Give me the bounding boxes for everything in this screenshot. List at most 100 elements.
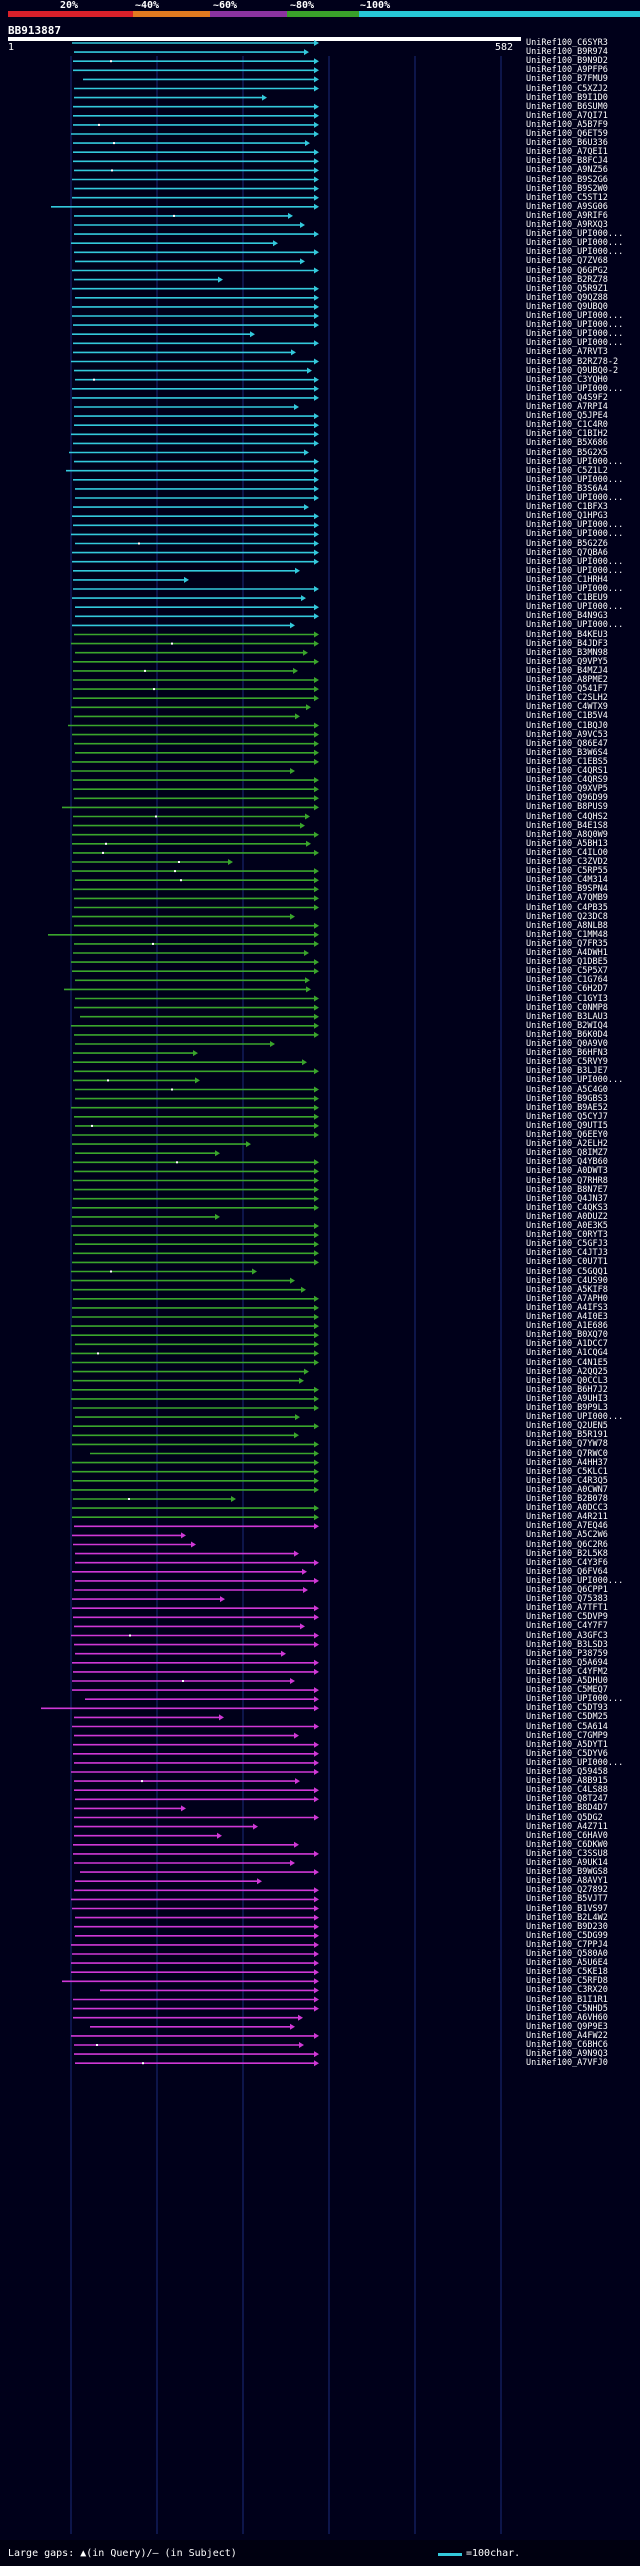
hit-label[interactable]: UniRef100_Q6GPG2 — [526, 265, 608, 276]
hit-label[interactable]: UniRef100_Q96D99 — [526, 793, 608, 804]
hit-label[interactable]: UniRef100_B1I1R1 — [526, 1994, 608, 2005]
hit-label[interactable]: UniRef100_C1HRH4 — [526, 574, 608, 585]
hit-label[interactable]: UniRef100_C5RP55 — [526, 866, 608, 877]
hit-label[interactable]: UniRef100_Q8IMZ7 — [526, 1148, 608, 1159]
hit-label[interactable]: UniRef100_B4E1S8 — [526, 820, 608, 831]
hit-label[interactable]: UniRef100_C5ST12 — [526, 192, 608, 203]
hit-label[interactable]: UniRef100_C5GFJ3 — [526, 1239, 608, 1250]
hit-label[interactable]: UniRef100_B2RZ78-2 — [526, 356, 619, 367]
hit-label[interactable]: UniRef100_B8FCJ4 — [526, 156, 608, 167]
hit-label[interactable]: UniRef100_UPI000... — [526, 602, 624, 613]
hit-label[interactable]: UniRef100_B4KEU3 — [526, 629, 608, 640]
hit-label[interactable]: UniRef100_A6VH60 — [526, 2012, 608, 2023]
hit-label[interactable]: UniRef100_C4QKS3 — [526, 1202, 608, 1213]
hit-label[interactable]: UniRef100_A9UK14 — [526, 1858, 608, 1868]
hit-label[interactable]: UniRef100_C1G764 — [526, 975, 608, 986]
hit-label[interactable]: UniRef100_Q9UTI5 — [526, 1120, 608, 1131]
hit-label[interactable]: UniRef100_A4IFS3 — [526, 1302, 608, 1313]
hit-label[interactable]: UniRef100_Q86E47 — [526, 738, 608, 749]
hit-label[interactable]: UniRef100_C3SSU8 — [526, 1848, 608, 1859]
hit-label[interactable]: UniRef100_Q5CYJ7 — [526, 1111, 608, 1122]
hit-label[interactable]: UniRef100_UPI000... — [526, 620, 624, 631]
hit-label[interactable]: UniRef100_Q23DC8 — [526, 911, 608, 922]
hit-label[interactable]: UniRef100_Q6EEY0 — [526, 1130, 608, 1140]
hit-label[interactable]: UniRef100_C5A614 — [526, 1721, 608, 1732]
hit-label[interactable]: UniRef100_C4US90 — [526, 1275, 608, 1286]
hit-label[interactable]: UniRef100_Q7QBA6 — [526, 547, 608, 558]
hit-label[interactable]: UniRef100_C5DM25 — [526, 1712, 608, 1723]
hit-label[interactable]: UniRef100_UPI000... — [526, 493, 624, 503]
hit-label[interactable]: UniRef100_Q9UBQ0 — [526, 301, 608, 312]
hit-label[interactable]: UniRef100_C5XZJ2 — [526, 83, 608, 94]
hit-label[interactable]: UniRef100_A5BH13 — [526, 838, 608, 849]
hit-label[interactable]: UniRef100_C1BQJ0 — [526, 720, 608, 731]
hit-label[interactable]: UniRef100_C1GYI3 — [526, 993, 608, 1004]
hit-label[interactable]: UniRef100_Q4YB60 — [526, 1157, 608, 1168]
hit-label[interactable]: UniRef100_B9SPN4 — [526, 884, 608, 895]
hit-label[interactable]: UniRef100_A8NLB8 — [526, 920, 608, 931]
hit-label[interactable]: UniRef100_A7VFJ0 — [526, 2058, 608, 2069]
hit-label[interactable]: UniRef100_B4MZJ4 — [526, 665, 608, 676]
hit-label[interactable]: UniRef100_B6H7J2 — [526, 1384, 608, 1395]
hit-label[interactable]: UniRef100_B2B078 — [526, 1494, 608, 1504]
hit-label[interactable]: UniRef100_C4ILO0 — [526, 847, 608, 858]
hit-label[interactable]: UniRef100_C4N1E5 — [526, 1357, 608, 1368]
hit-label[interactable]: UniRef100_C4R3Q5 — [526, 1475, 608, 1486]
hit-label[interactable]: UniRef100_B9GBS3 — [526, 1093, 608, 1104]
hit-label[interactable]: UniRef100_Q5DG2 — [526, 1812, 603, 1823]
hit-label[interactable]: UniRef100_C1EBS5 — [526, 756, 608, 767]
hit-label[interactable]: UniRef100_A7RVT3 — [526, 347, 608, 358]
hit-label[interactable]: UniRef100_UPI000... — [526, 338, 624, 349]
hit-label[interactable]: UniRef100_A5C4G0 — [526, 1084, 608, 1095]
hit-label[interactable]: UniRef100_C0RYT3 — [526, 1230, 608, 1241]
hit-label[interactable]: UniRef100_C4QRS9 — [526, 775, 608, 786]
hit-label[interactable]: UniRef100_UPI000... — [526, 383, 624, 394]
hit-label[interactable]: UniRef100_B3LAU3 — [526, 1011, 608, 1022]
hit-label[interactable]: UniRef100_B0XQ70 — [526, 1330, 608, 1341]
hit-label[interactable]: UniRef100_Q0CCL3 — [526, 1375, 608, 1386]
hit-label[interactable]: UniRef100_B9AE52 — [526, 1102, 608, 1113]
hit-label[interactable]: UniRef100_C2SLH2 — [526, 693, 608, 704]
hit-label[interactable]: UniRef100_Q9QZ88 — [526, 292, 608, 303]
hit-label[interactable]: UniRef100_B5G2X5 — [526, 447, 608, 458]
hit-label[interactable]: UniRef100_C7PPJ4 — [526, 1939, 608, 1950]
hit-label[interactable]: UniRef100_Q0A9V0 — [526, 1039, 608, 1049]
hit-label[interactable]: UniRef100_A4Z711 — [526, 1821, 608, 1832]
hit-label[interactable]: UniRef100_UPI000... — [526, 1757, 624, 1768]
hit-label[interactable]: UniRef100_A8AVY1 — [526, 1876, 608, 1887]
hit-label[interactable]: UniRef100_A4I0E3 — [526, 1312, 608, 1322]
hit-label[interactable]: UniRef100_A1DCC7 — [526, 1339, 608, 1350]
hit-label[interactable]: UniRef100_B9P9L3 — [526, 1403, 608, 1413]
hit-label[interactable]: UniRef100_B6U336 — [526, 138, 608, 149]
hit-label[interactable]: UniRef100_B5X686 — [526, 438, 608, 449]
hit-label[interactable]: UniRef100_B1VS97 — [526, 1903, 608, 1914]
hit-label[interactable]: UniRef100_Q5A694 — [526, 1657, 608, 1668]
hit-label[interactable]: UniRef100_B3LJE7 — [526, 1066, 608, 1077]
hit-label[interactable]: UniRef100_B7FMU9 — [526, 74, 608, 85]
hit-label[interactable]: UniRef100_B5R191 — [526, 1430, 608, 1441]
hit-label[interactable]: UniRef100_A0DCC3 — [526, 1503, 608, 1514]
hit-label[interactable]: UniRef100_B3LSD3 — [526, 1639, 608, 1650]
hit-label[interactable]: UniRef100_C5RFD8 — [526, 1976, 608, 1987]
hit-label[interactable]: UniRef100_A5DHU0 — [526, 1676, 608, 1686]
hit-label[interactable]: UniRef100_UPI000... — [526, 247, 624, 258]
hit-label[interactable]: UniRef100_UPI000... — [526, 1075, 624, 1086]
hit-label[interactable]: UniRef100_B9D230 — [526, 1921, 608, 1932]
hit-label[interactable]: UniRef100_B9S2W0 — [526, 183, 608, 194]
hit-label[interactable]: UniRef100_Q1HPG3 — [526, 511, 608, 522]
hit-label[interactable]: UniRef100_B6SUM0 — [526, 101, 608, 112]
hit-label[interactable]: UniRef100_C6HAV0 — [526, 1830, 608, 1841]
hit-label[interactable]: UniRef100_C1BFX3 — [526, 502, 608, 513]
hit-label[interactable]: UniRef100_A5DYT1 — [526, 1739, 608, 1750]
hit-label[interactable]: UniRef100_C5RVY9 — [526, 1057, 608, 1068]
hit-label[interactable]: UniRef100_A9NZ56 — [526, 165, 608, 176]
hit-label[interactable]: UniRef100_Q6ET59 — [526, 129, 608, 139]
hit-label[interactable]: UniRef100_UPI000... — [526, 1412, 624, 1423]
hit-label[interactable]: UniRef100_C1B5V4 — [526, 711, 608, 722]
hit-label[interactable]: UniRef100_Q27892 — [526, 1885, 608, 1896]
hit-label[interactable]: UniRef100_Q5R9Z1 — [526, 283, 608, 294]
hit-label[interactable]: UniRef100_Q4JN37 — [526, 1193, 608, 1204]
hit-label[interactable]: UniRef100_C1BIH2 — [526, 429, 608, 440]
hit-label[interactable]: UniRef100_A0DWT3 — [526, 1166, 608, 1177]
hit-label[interactable]: UniRef100_A4HH37 — [526, 1457, 608, 1468]
